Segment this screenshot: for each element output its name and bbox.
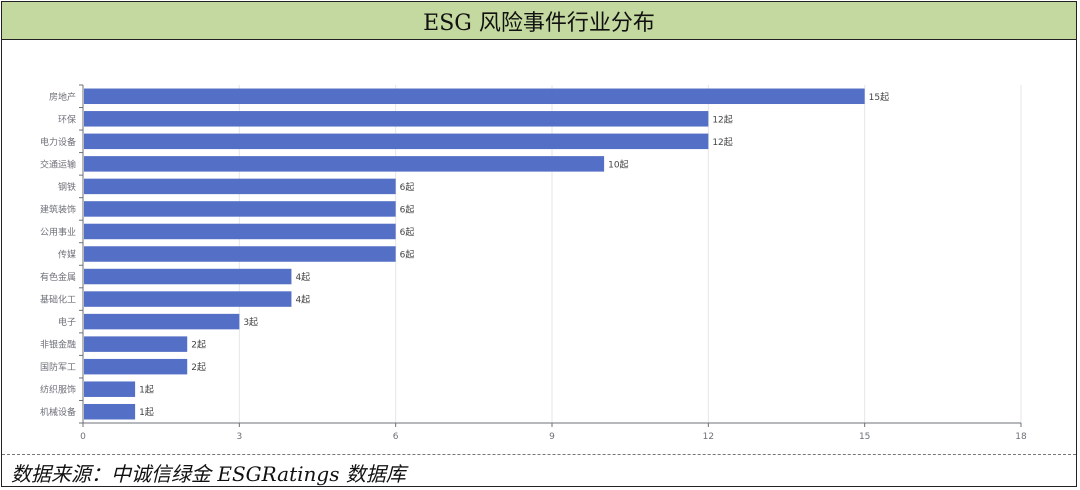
- category-label-3: 交通运输: [40, 158, 76, 170]
- value-label-2: 12起: [712, 137, 732, 148]
- bar-2: [84, 133, 709, 150]
- source-note: 数据来源：中诚信绿金 ESGRatings 数据库: [11, 462, 406, 486]
- category-label-9: 基础化工: [40, 294, 76, 306]
- category-label-13: 纺织服饰: [40, 384, 76, 396]
- category-label-11: 非银金融: [40, 339, 76, 351]
- category-label-4: 钢铁: [58, 181, 76, 193]
- bar-3: [84, 156, 605, 172]
- chart-area: 0 3 6 9 12 15 18 房地产 15起 环保 12起 电力设备 12起 交通运输 10起 钢铁 6起建…: [2, 40, 1078, 454]
- x-tick-label-0: 0: [80, 432, 86, 442]
- x-tick-label-4: 12: [703, 432, 714, 442]
- category-label-1: 环保: [58, 113, 76, 125]
- value-label-10: 3起: [243, 317, 258, 328]
- bar-10: [84, 313, 240, 330]
- category-label-7: 传媒: [58, 249, 76, 261]
- value-label-4: 6起: [400, 182, 415, 193]
- category-label-10: 电子: [58, 316, 76, 328]
- bar-12: [84, 358, 188, 375]
- bar-11: [84, 336, 188, 352]
- bar-1: [84, 111, 709, 127]
- source-divider: [2, 454, 1076, 455]
- x-tick-label-3: 9: [549, 432, 555, 442]
- value-label-8: 4起: [295, 272, 310, 283]
- value-label-11: 2起: [191, 340, 206, 351]
- bar-7: [84, 246, 396, 262]
- x-tick-label-5: 15: [859, 432, 870, 442]
- x-tick-label-2: 6: [393, 432, 399, 442]
- bar-13: [84, 381, 136, 397]
- bar-9: [84, 291, 292, 307]
- category-label-2: 电力设备: [40, 136, 76, 148]
- category-label-12: 国防军工: [40, 361, 76, 373]
- bar-14: [84, 403, 136, 420]
- value-label-9: 4起: [295, 295, 310, 306]
- category-label-8: 有色金属: [40, 271, 76, 283]
- bar-6: [84, 223, 396, 240]
- x-tick-label-6: 18: [1015, 432, 1027, 442]
- bar-4: [84, 178, 396, 195]
- category-label-6: 公用事业: [40, 226, 76, 238]
- value-label-3: 10起: [608, 159, 628, 170]
- value-label-0: 15起: [869, 92, 889, 103]
- bar-0: [84, 88, 865, 105]
- x-tick-label-1: 3: [236, 432, 242, 442]
- bar-8: [84, 268, 292, 285]
- value-label-12: 2起: [191, 362, 206, 373]
- value-label-1: 12起: [712, 114, 732, 125]
- category-label-0: 房地产: [49, 91, 76, 103]
- value-label-5: 6起: [400, 204, 415, 215]
- value-label-6: 6起: [400, 227, 415, 238]
- value-label-7: 6起: [400, 250, 415, 261]
- value-label-14: 1起: [139, 407, 154, 418]
- chart-title: ESG 风险事件行业分布: [2, 2, 1076, 40]
- category-label-14: 机械设备: [40, 406, 76, 418]
- bar-5: [84, 201, 396, 217]
- value-label-13: 1起: [139, 385, 154, 396]
- category-label-5: 建筑装饰: [40, 203, 76, 215]
